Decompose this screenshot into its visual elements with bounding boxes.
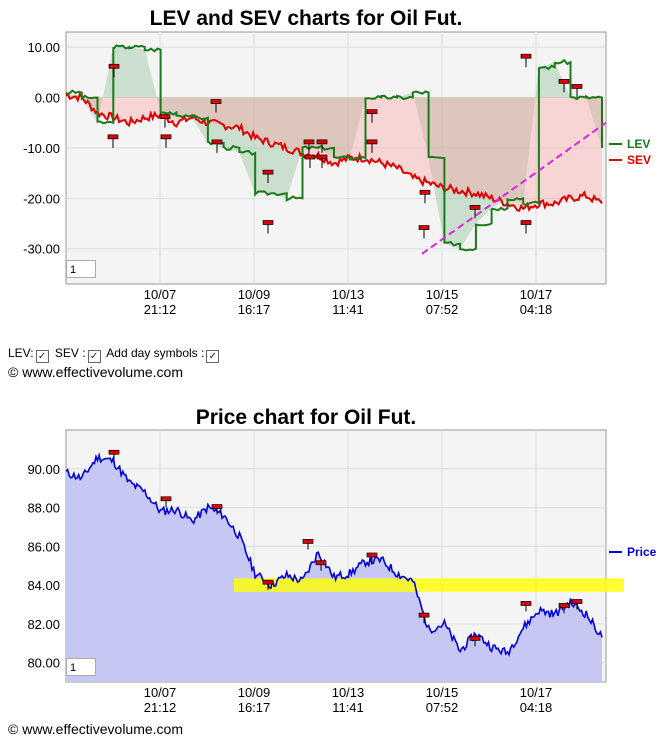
top-y-tick: -30.00 bbox=[23, 242, 60, 257]
bottom-x-tick-date: 10/13 bbox=[332, 685, 365, 700]
bottom-x-tick-time: 07:52 bbox=[426, 700, 459, 715]
bottom-y-tick: 84.00 bbox=[27, 578, 60, 593]
top-x-tick-time: 04:18 bbox=[520, 302, 553, 317]
price-area bbox=[66, 455, 602, 682]
top-x-tick-date: 10/17 bbox=[520, 287, 553, 302]
day-symbol-marker bbox=[571, 84, 583, 89]
bottom-y-tick: 86.00 bbox=[27, 539, 60, 554]
day-symbol-marker bbox=[520, 220, 532, 225]
day-symbol-marker bbox=[316, 139, 328, 145]
day-symbol-marker bbox=[160, 134, 172, 140]
legend-sev-label: SEV bbox=[627, 153, 651, 167]
top-x-tick-time: 16:17 bbox=[238, 302, 271, 317]
bottom-x-tick-date: 10/17 bbox=[520, 685, 553, 700]
day-symbol-marker bbox=[303, 139, 315, 145]
top-zoom-box[interactable]: 1 bbox=[66, 260, 96, 278]
lev-line bbox=[65, 44, 603, 252]
day-symbol-marker bbox=[160, 496, 172, 502]
top-x-tick-time: 21:12 bbox=[144, 302, 177, 317]
day-symbol-marker bbox=[571, 599, 583, 604]
top-x-tick-date: 10/09 bbox=[238, 287, 271, 302]
day-symbol-marker bbox=[210, 99, 222, 104]
day-symbol-marker bbox=[366, 552, 378, 558]
day-symbol-marker bbox=[520, 601, 532, 606]
day-symbol-marker bbox=[316, 154, 328, 160]
bottom-y-tick: 82.00 bbox=[27, 617, 60, 632]
day-symbol-marker bbox=[211, 139, 223, 145]
sev-toggle-label: SEV : bbox=[54, 346, 86, 360]
legend-price-label: Price bbox=[627, 545, 657, 559]
top-x-tick-time: 11:41 bbox=[332, 302, 364, 317]
day-symbol-marker bbox=[159, 114, 171, 120]
price-line bbox=[65, 451, 603, 657]
bottom-x-tick-time: 11:41 bbox=[332, 700, 364, 715]
bottom-x-tick-date: 10/07 bbox=[144, 685, 177, 700]
copyright-bottom: © www.effectivevolume.com bbox=[8, 721, 184, 737]
day-symbol-marker bbox=[418, 612, 430, 618]
day-symbol-marker bbox=[262, 169, 274, 175]
bottom-x-tick-date: 10/15 bbox=[426, 685, 459, 700]
bottom-chart-title: Price chart for Oil Fut. bbox=[196, 406, 417, 429]
top-x-tick-date: 10/13 bbox=[332, 287, 365, 302]
bottom-x-tick-time: 04:18 bbox=[520, 700, 553, 715]
copyright-top: © www.effectivevolume.com bbox=[8, 364, 184, 380]
day-symbol-marker bbox=[419, 189, 431, 195]
top-y-tick: 0.00 bbox=[35, 91, 60, 106]
lev-checkbox[interactable]: ✓ bbox=[35, 350, 49, 363]
day-symbol-marker bbox=[108, 449, 120, 455]
day-symbol-marker bbox=[469, 205, 481, 210]
sev-checkbox[interactable]: ✓ bbox=[87, 350, 101, 363]
top-y-tick: -10.00 bbox=[23, 141, 60, 156]
top-chart-title: LEV and SEV charts for Oil Fut. bbox=[150, 7, 463, 30]
bottom-x-tick-date: 10/09 bbox=[238, 685, 271, 700]
bottom-x-tick-time: 16:17 bbox=[238, 700, 271, 715]
day-symbol-marker bbox=[469, 636, 481, 641]
series-toggle-bar: LEV: ✓ SEV : ✓ Add day symbols : ✓ bbox=[8, 346, 222, 363]
bottom-x-tick-time: 21:12 bbox=[144, 700, 177, 715]
day-symbols-label: Add day symbols : bbox=[106, 346, 205, 360]
day-symbol-marker bbox=[366, 139, 378, 145]
bottom-zoom-box[interactable]: 1 bbox=[66, 658, 96, 676]
bottom-y-tick: 90.00 bbox=[27, 462, 60, 477]
bottom-y-tick: 88.00 bbox=[27, 501, 60, 516]
day-symbol-marker bbox=[558, 79, 570, 84]
bottom-y-tick: 80.00 bbox=[27, 656, 60, 671]
day-symbol-marker bbox=[315, 560, 327, 566]
day-symbols-checkbox[interactable]: ✓ bbox=[206, 350, 220, 363]
day-symbol-marker bbox=[304, 154, 316, 160]
day-symbol-marker bbox=[366, 109, 378, 114]
top-y-tick: -20.00 bbox=[23, 191, 60, 206]
sev-line bbox=[65, 91, 603, 212]
day-symbol-marker bbox=[302, 539, 314, 544]
day-symbol-marker bbox=[418, 225, 430, 230]
day-symbol-marker bbox=[211, 504, 223, 509]
top-x-tick-time: 07:52 bbox=[426, 302, 459, 317]
day-symbol-marker bbox=[107, 134, 119, 140]
day-symbol-marker bbox=[520, 53, 532, 59]
support-band bbox=[234, 578, 624, 592]
lev-toggle-label: LEV: bbox=[8, 346, 34, 360]
trend-line bbox=[421, 121, 607, 255]
legend-lev-label: LEV bbox=[627, 137, 650, 151]
top-x-tick-date: 10/07 bbox=[144, 287, 177, 302]
day-symbol-marker bbox=[262, 579, 274, 585]
day-symbol-marker bbox=[108, 63, 120, 69]
top-x-tick-date: 10/15 bbox=[426, 287, 459, 302]
day-symbol-marker bbox=[558, 603, 570, 608]
top-y-tick: 10.00 bbox=[27, 40, 60, 55]
day-symbol-marker bbox=[262, 220, 274, 225]
